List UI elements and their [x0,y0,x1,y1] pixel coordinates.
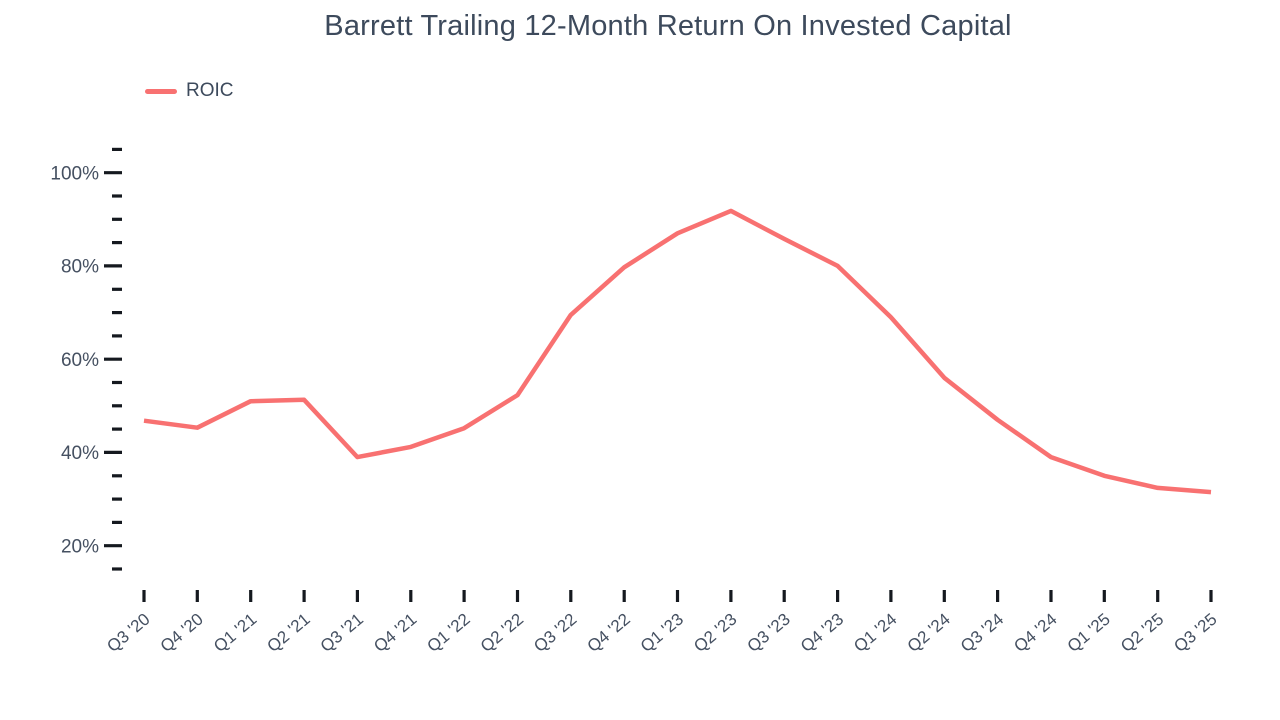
legend-item-roic: ROIC [145,80,234,102]
y-axis-ticks [104,147,122,571]
legend-label: ROIC [186,80,234,101]
data-series [143,208,1212,495]
x-tick-label: Q3 '25 [1170,610,1220,656]
x-tick-label: Q4 '22 [584,610,634,656]
roic-line [143,208,1212,495]
y-tick-label: 60% [61,350,99,371]
x-tick-label: Q4 '23 [797,610,847,656]
y-tick-label: 40% [61,443,99,464]
x-tick-label: Q3 '23 [744,610,794,656]
x-axis-labels: Q3 '20 Q4 '20 Q1 '21 Q2 '21 Q3 '21 Q4 '21 Q1 '… [103,610,1220,656]
legend-line-swatch [145,88,177,94]
y-tick-label: 80% [61,257,99,278]
y-tick-label: 100% [50,163,99,184]
x-tick-label: Q4 '24 [1010,610,1060,656]
x-axis-ticks [142,590,1213,602]
x-tick-label: Q3 '20 [103,610,153,656]
x-tick-label: Q1 '25 [1064,610,1114,656]
x-tick-label: Q2 '25 [1117,610,1167,656]
x-tick-label: Q3 '21 [317,610,367,656]
x-tick-label: Q4 '21 [370,610,420,656]
x-tick-label: Q2 '24 [904,610,954,656]
x-tick-label: Q1 '23 [637,610,687,656]
x-tick-label: Q1 '22 [423,610,473,656]
x-tick-label: Q1 '21 [210,610,260,656]
chart-title: Barrett Trailing 12-Month Return On Inve… [324,10,1012,42]
x-tick-label: Q4 '20 [157,610,207,656]
x-tick-label: Q2 '22 [477,610,527,656]
legend: ROIC [145,80,234,102]
x-tick-label: Q2 '21 [263,610,313,656]
x-tick-label: Q3 '22 [530,610,580,656]
x-tick-label: Q2 '23 [690,610,740,656]
y-tick-label: 20% [61,536,99,557]
x-tick-label: Q3 '24 [957,610,1007,656]
y-axis-labels: 20% 40% 60% 80% 100% [50,163,99,557]
x-tick-label: Q1 '24 [850,610,900,656]
